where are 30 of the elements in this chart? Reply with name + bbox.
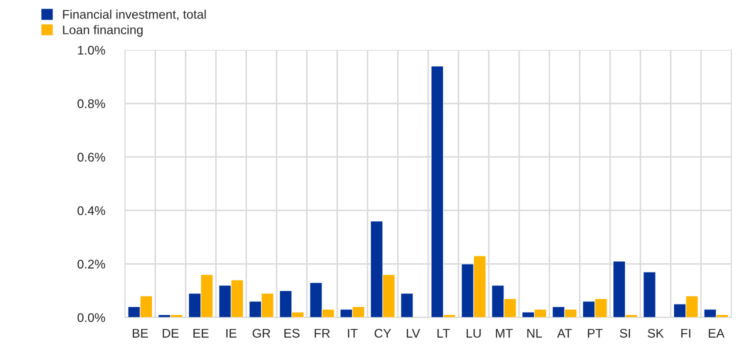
x-tick-label: IE — [226, 328, 236, 338]
x-tick-label: EA — [708, 328, 725, 338]
x-tick-label: GR — [252, 328, 270, 338]
y-tick-label: 0.0% — [78, 313, 106, 322]
y-tick-label: 0.2% — [78, 260, 106, 269]
bar — [400, 293, 414, 318]
x-tick-label: ES — [284, 328, 300, 338]
x-tick-label: LT — [438, 328, 450, 338]
x-tick-label: MT — [496, 328, 513, 338]
x-tick-label: PT — [588, 328, 603, 338]
x-tick-label: EE — [193, 328, 209, 338]
x-tick-label: SK — [648, 328, 664, 338]
x-tick-label: DE — [162, 328, 179, 338]
x-tick-label: FI — [681, 328, 690, 338]
x-tick-label: NL — [527, 328, 542, 338]
x-tick-label: IT — [348, 328, 358, 338]
x-tick-label: LU — [466, 328, 481, 338]
y-tick-label: 1.0% — [78, 46, 106, 55]
y-tick-label: 0.6% — [78, 152, 106, 162]
legend-label: Loan financing — [63, 25, 143, 37]
x-tick-label: FR — [314, 328, 330, 338]
bar — [643, 272, 656, 318]
x-tick-label: SI — [620, 328, 630, 338]
y-tick-label: 0.8% — [78, 99, 106, 108]
x-tick-label: AT — [557, 328, 572, 338]
x-tick-label: LV — [406, 328, 420, 338]
x-tick-label: CY — [374, 328, 392, 338]
y-tick-label: 0.4% — [78, 206, 106, 216]
x-tick-label: BE — [132, 328, 148, 338]
legend-label: Financial investment, total — [63, 10, 206, 20]
